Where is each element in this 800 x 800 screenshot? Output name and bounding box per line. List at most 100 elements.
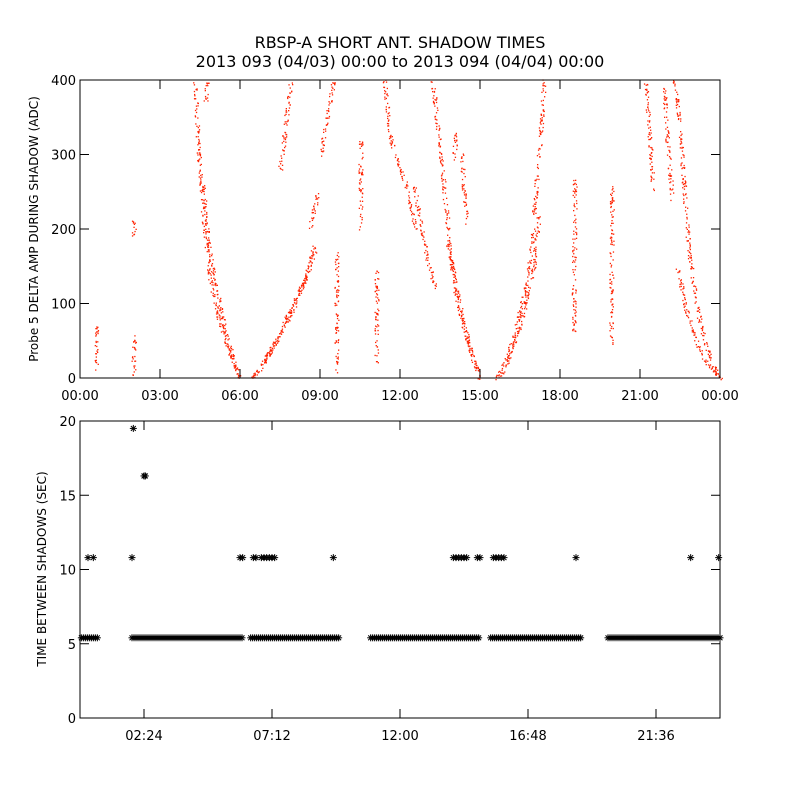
amplitude-point bbox=[206, 82, 208, 84]
amplitude-point bbox=[283, 325, 286, 327]
amplitude-point bbox=[449, 241, 451, 243]
amplitude-point bbox=[575, 222, 577, 224]
amplitude-point bbox=[323, 144, 325, 146]
amplitude-point bbox=[714, 370, 716, 372]
amplitude-point bbox=[458, 306, 460, 308]
amplitude-point bbox=[680, 138, 682, 140]
amplitude-point bbox=[650, 138, 652, 140]
amplitude-point bbox=[681, 150, 684, 152]
amplitude-point bbox=[699, 346, 701, 348]
amplitude-point bbox=[207, 246, 209, 248]
amplitude-point bbox=[680, 141, 682, 143]
amplitude-point bbox=[447, 243, 449, 246]
amplitude-point bbox=[610, 194, 613, 197]
amplitude-point bbox=[223, 316, 225, 318]
amplitude-point bbox=[388, 107, 390, 109]
amplitude-point bbox=[708, 355, 710, 357]
amplitude-point bbox=[525, 282, 527, 284]
amplitude-point bbox=[477, 367, 479, 370]
amplitude-point bbox=[666, 141, 668, 144]
amplitude-point bbox=[449, 237, 451, 239]
amplitude-point bbox=[308, 262, 310, 264]
amplitude-point bbox=[421, 220, 423, 222]
amplitude-point bbox=[292, 304, 294, 306]
amplitude-point bbox=[691, 282, 693, 284]
amplitude-point bbox=[536, 217, 538, 219]
amplitude-point bbox=[337, 275, 340, 278]
amplitude-point bbox=[313, 248, 315, 250]
amplitude-point bbox=[536, 166, 539, 168]
amplitude-point bbox=[377, 349, 379, 351]
amplitude-point bbox=[205, 97, 207, 99]
amplitude-point bbox=[202, 207, 205, 210]
amplitude-point bbox=[227, 345, 229, 347]
amplitude-point bbox=[446, 214, 448, 216]
amplitude-point bbox=[448, 239, 451, 242]
amplitude-point bbox=[674, 83, 676, 85]
amplitude-point bbox=[264, 361, 266, 363]
amplitude-point bbox=[196, 152, 198, 154]
amplitude-point bbox=[207, 244, 210, 246]
amplitude-point bbox=[298, 286, 301, 288]
amplitude-point bbox=[309, 257, 311, 259]
amplitude-point bbox=[222, 325, 224, 327]
amplitude-point bbox=[236, 367, 239, 369]
amplitude-point bbox=[431, 81, 433, 83]
amplitude-point bbox=[195, 88, 197, 91]
amplitude-point bbox=[220, 300, 222, 302]
amplitude-point bbox=[702, 327, 704, 329]
amplitude-point bbox=[466, 342, 469, 344]
amplitude-point bbox=[534, 249, 536, 251]
amplitude-point bbox=[535, 252, 537, 255]
amplitude-point bbox=[439, 151, 441, 153]
amplitude-point bbox=[650, 180, 652, 182]
amplitude-point bbox=[713, 369, 715, 372]
amplitude-point bbox=[701, 354, 703, 356]
amplitude-point bbox=[609, 252, 611, 254]
amplitude-point bbox=[312, 253, 314, 255]
amplitude-point bbox=[502, 363, 504, 365]
amplitude-point bbox=[334, 302, 336, 304]
amplitude-point bbox=[203, 188, 205, 190]
amplitude-point bbox=[461, 156, 463, 158]
amplitude-point bbox=[540, 100, 543, 102]
amplitude-point bbox=[298, 290, 300, 292]
amplitude-point bbox=[609, 201, 612, 203]
amplitude-point bbox=[391, 141, 393, 144]
amplitude-point bbox=[131, 235, 134, 237]
amplitude-point bbox=[324, 137, 327, 139]
amplitude-point bbox=[682, 178, 684, 180]
amplitude-point bbox=[287, 96, 289, 98]
amplitude-point bbox=[708, 350, 710, 353]
amplitude-point bbox=[649, 138, 651, 141]
amplitude-point bbox=[204, 88, 206, 90]
amplitude-point bbox=[414, 226, 416, 228]
amplitude-point bbox=[397, 159, 399, 161]
amplitude-point bbox=[253, 373, 255, 375]
interval-x-tick-label: 21:36 bbox=[637, 729, 674, 744]
amplitude-point bbox=[473, 355, 475, 358]
amplitude-point bbox=[282, 149, 284, 151]
amplitude-point bbox=[430, 267, 432, 269]
amplitude-point bbox=[389, 142, 391, 144]
amplitude-point bbox=[375, 341, 377, 344]
amplitude-point bbox=[326, 112, 328, 115]
amplitude-point bbox=[207, 231, 209, 233]
amplitude-point bbox=[361, 174, 363, 176]
amplitude-point bbox=[287, 318, 289, 320]
amplitude-point bbox=[696, 317, 699, 319]
amplitude-point bbox=[305, 282, 307, 284]
amplitude-point bbox=[377, 329, 379, 332]
amplitude-point bbox=[254, 373, 256, 375]
amplitude-point bbox=[532, 234, 534, 237]
amplitude-point bbox=[667, 130, 669, 132]
amplitude-point bbox=[134, 348, 136, 350]
amplitude-point bbox=[416, 199, 418, 202]
amplitude-point bbox=[442, 198, 445, 201]
amplitude-point bbox=[611, 243, 613, 246]
amplitude-point bbox=[460, 161, 462, 163]
amplitude-point bbox=[422, 238, 424, 241]
amplitude-point bbox=[204, 213, 206, 216]
amplitude-point bbox=[337, 281, 339, 283]
amplitude-point bbox=[504, 371, 506, 373]
